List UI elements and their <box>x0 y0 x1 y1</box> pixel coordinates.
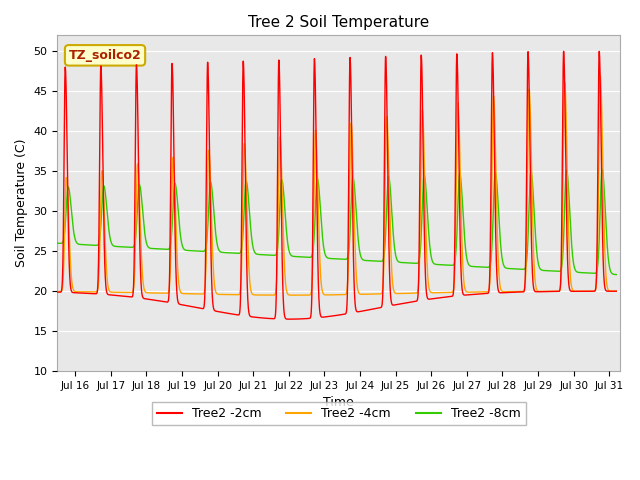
Y-axis label: Soil Temperature (C): Soil Temperature (C) <box>15 139 28 267</box>
Title: Tree 2 Soil Temperature: Tree 2 Soil Temperature <box>248 15 429 30</box>
Text: TZ_soilco2: TZ_soilco2 <box>68 49 141 62</box>
Legend: Tree2 -2cm, Tree2 -4cm, Tree2 -8cm: Tree2 -2cm, Tree2 -4cm, Tree2 -8cm <box>152 402 525 425</box>
X-axis label: Time: Time <box>323 396 354 409</box>
